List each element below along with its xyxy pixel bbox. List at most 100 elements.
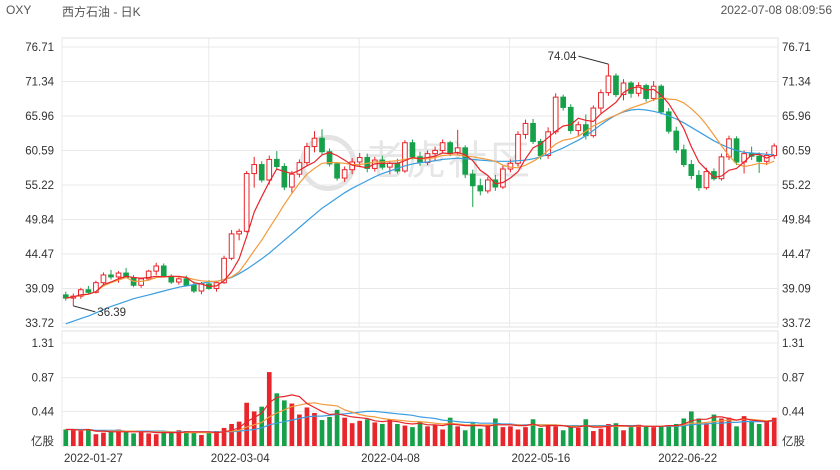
candle-body	[522, 122, 529, 135]
volume-bar	[372, 422, 378, 446]
volume-bar	[598, 428, 604, 446]
candle-body	[145, 270, 152, 280]
volume-bar	[297, 414, 302, 446]
candle-body	[236, 230, 242, 235]
candle-body	[530, 122, 536, 142]
volume-bar	[696, 418, 702, 446]
volume-bar	[191, 431, 197, 446]
date-tick-label: 2022-06-22	[658, 453, 717, 465]
candle-body	[462, 147, 469, 175]
price-ma20-line	[65, 108, 775, 325]
candle-body	[168, 275, 175, 283]
candle-body	[477, 185, 484, 192]
volume-bar	[440, 429, 445, 446]
high-annotation-label: 74.04	[548, 51, 577, 63]
price-tick-label-right: 33.72	[782, 318, 811, 330]
volume-bar	[116, 429, 121, 446]
volume-bar	[266, 372, 272, 446]
volume-bar	[726, 417, 732, 446]
volume-bar	[538, 427, 543, 446]
candle-body	[447, 142, 453, 154]
candle-body	[228, 233, 235, 259]
price-tick-label-left: 76.71	[25, 42, 54, 54]
volume-bar	[417, 421, 423, 446]
volume-bar	[447, 417, 453, 446]
candle-body	[311, 137, 318, 148]
volume-bar	[379, 423, 385, 446]
chart-title: 西方石油 - 日K	[62, 5, 141, 19]
candle-body	[635, 85, 642, 94]
candle-body	[175, 278, 182, 283]
candle-body	[273, 158, 280, 167]
volume-bar	[771, 417, 777, 446]
date-tick-label: 2022-04-08	[361, 453, 420, 465]
price-tick-label-left: 33.72	[25, 318, 54, 330]
volume-bar	[719, 418, 724, 446]
candle-body	[100, 274, 107, 284]
candle-body	[643, 85, 649, 99]
price-ma5-line	[65, 86, 775, 299]
volume-bar	[621, 430, 626, 446]
volume-bar	[349, 423, 355, 446]
volume-bar	[387, 419, 393, 446]
candle-body	[417, 156, 423, 164]
low-annotation-label: 36.39	[97, 307, 126, 319]
volume-bar	[749, 420, 754, 446]
volume-tick-label-right: 1.31	[782, 338, 804, 350]
candle-body	[78, 289, 84, 297]
price-tick-label-right: 39.09	[782, 284, 811, 296]
candle-body	[432, 149, 438, 155]
volume-bar	[568, 427, 574, 446]
candle-body	[545, 131, 551, 157]
candle-body	[658, 85, 665, 113]
volume-unit-label-left: 亿股	[31, 435, 54, 448]
header-datetime: 2022-07-08 08:09:56	[720, 3, 832, 17]
candle-body	[191, 284, 197, 292]
candle-body	[756, 155, 762, 162]
candle-body	[650, 85, 657, 99]
price-tick-label-left: 65.96	[25, 111, 54, 123]
volume-bar	[553, 426, 558, 446]
candle-body	[243, 173, 250, 232]
price-tick-label-left: 71.34	[25, 76, 54, 88]
candle-body	[281, 165, 288, 188]
candle-body	[688, 164, 695, 176]
candle-body	[108, 274, 114, 278]
volume-bar	[138, 431, 144, 446]
volume-bar	[425, 426, 430, 446]
candle-body	[673, 130, 680, 151]
volume-bar	[364, 419, 370, 446]
volume-bar	[146, 433, 152, 446]
candle-body	[567, 106, 574, 132]
candle-body	[258, 164, 265, 181]
volume-bar	[485, 424, 491, 446]
price-tick-label-right: 65.96	[782, 111, 811, 123]
volume-tick-label-right: 0.44	[782, 406, 805, 418]
candle-body	[771, 145, 778, 157]
volume-bar	[402, 425, 408, 446]
candle-body	[160, 265, 167, 277]
volume-bar	[251, 411, 257, 446]
price-tick-label-right: 49.84	[782, 215, 811, 227]
ticker-symbol: OXY	[6, 3, 32, 17]
candle-body	[613, 75, 619, 96]
candle-body	[696, 174, 702, 189]
volume-bar	[462, 430, 468, 446]
candle-body	[703, 171, 710, 189]
candle-body	[266, 158, 273, 181]
volume-tick-label-right: 0.87	[782, 373, 804, 385]
volume-bar	[206, 432, 212, 446]
volume-bar	[199, 434, 204, 446]
volume-bar	[523, 427, 528, 446]
volume-bar	[357, 420, 363, 446]
candle-body	[85, 289, 92, 293]
volume-bar	[530, 419, 536, 446]
candle-body	[289, 173, 295, 188]
volume-bar	[658, 426, 664, 446]
price-tick-label-left: 60.59	[25, 145, 54, 157]
price-tick-label-right: 76.71	[782, 42, 811, 54]
price-tick-label-left: 55.22	[25, 180, 54, 192]
volume-bar	[101, 432, 106, 446]
volume-bar	[229, 423, 234, 446]
